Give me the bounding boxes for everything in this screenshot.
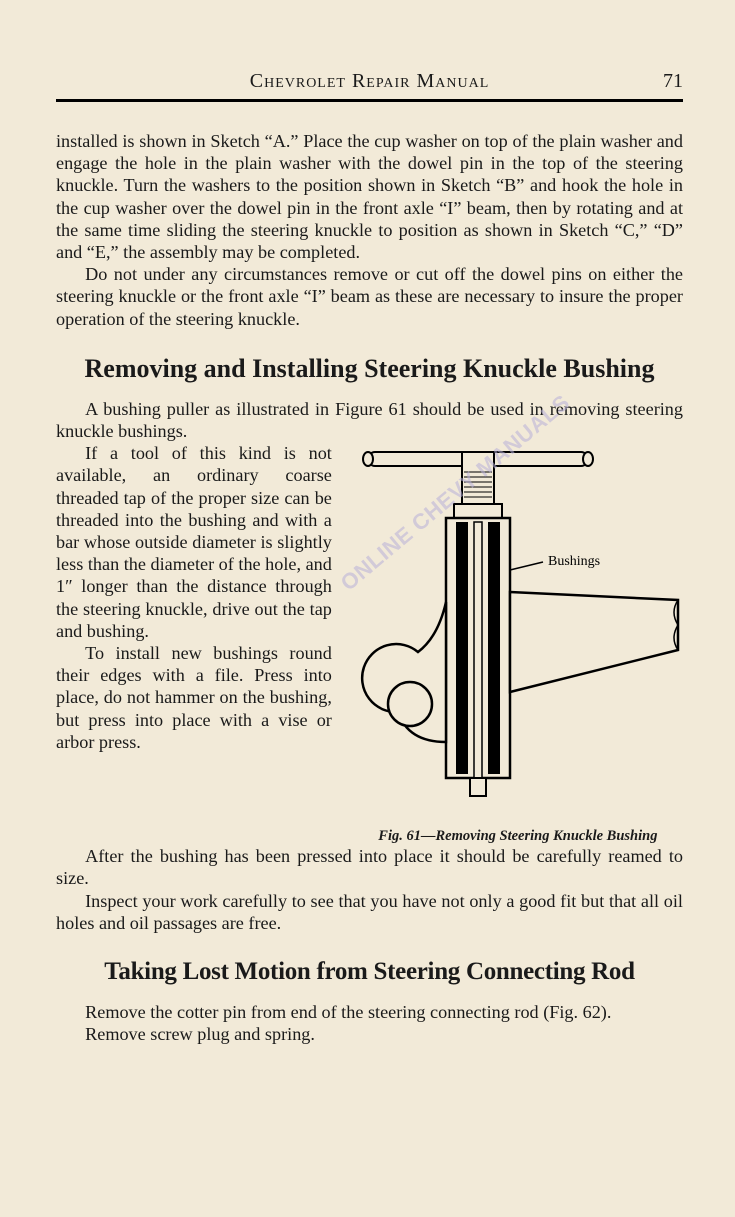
body-paragraph: Remove screw plug and spring. [56, 1023, 683, 1045]
body-paragraph: To install new bushings round their edge… [56, 642, 332, 753]
bushing-puller-diagram: Bushings [348, 442, 688, 822]
body-paragraph: Remove the cotter pin from end of the st… [56, 1001, 683, 1023]
body-paragraph: Inspect your work carefully to see that … [56, 890, 683, 934]
page-header: Chevrolet Repair Manual 71 [56, 70, 683, 102]
section-heading: Removing and Installing Steering Knuckle… [56, 354, 683, 384]
two-column-region: If a tool of this kind is not available,… [56, 442, 683, 845]
body-paragraph: Do not under any circumstances remove or… [56, 263, 683, 330]
header-title: Chevrolet Repair Manual [250, 70, 490, 93]
body-paragraph: installed is shown in Sketch “A.” Place … [56, 130, 683, 263]
body-paragraph: A bushing puller as illustrated in Figur… [56, 398, 683, 442]
text-column: If a tool of this kind is not available,… [56, 442, 332, 753]
figure-caption: Fig. 61—Removing Steering Knuckle Bushin… [348, 828, 688, 845]
figure-column: Bushings Fig. 61—Removing Steering Knuck… [348, 442, 688, 845]
body-paragraph: If a tool of this kind is not available,… [56, 442, 332, 642]
page-number: 71 [663, 70, 683, 93]
body-paragraph: After the bushing has been pressed into … [56, 845, 683, 889]
section-heading: Taking Lost Motion from Steering Connect… [56, 958, 683, 987]
figure-label: Bushings [548, 554, 600, 569]
